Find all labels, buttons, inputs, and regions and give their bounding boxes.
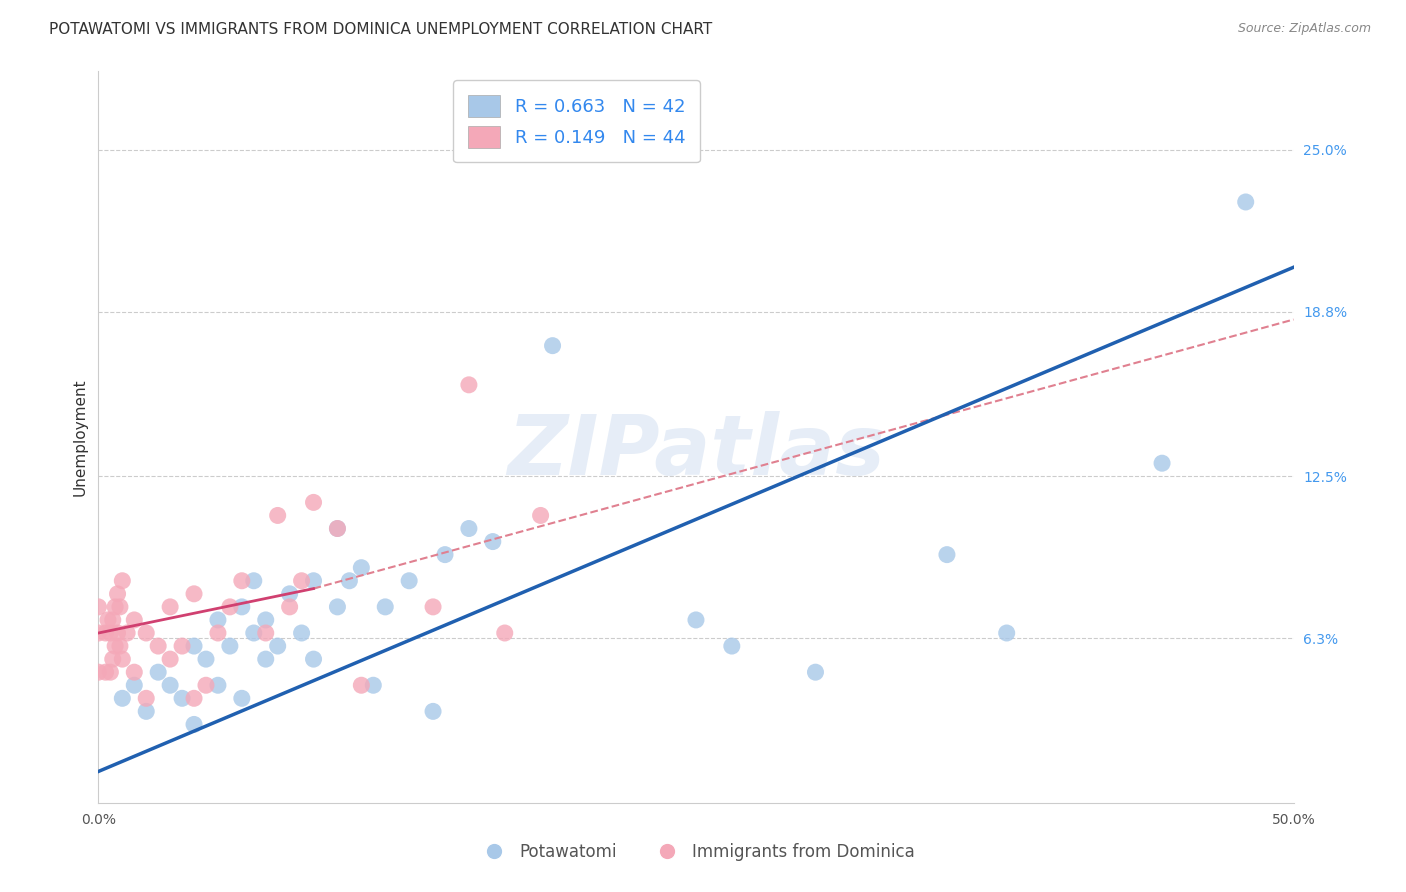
Point [101,613,124,627]
Point [183,587,205,601]
Point [111,574,134,588]
Point [363,678,385,692]
Text: POTAWATOMI VS IMMIGRANTS FROM DOMINICA UNEMPLOYMENT CORRELATION CHART: POTAWATOMI VS IMMIGRANTS FROM DOMINICA U… [49,22,713,37]
Point [94,626,117,640]
Point [195,678,218,692]
Y-axis label: Unemployment: Unemployment [72,378,87,496]
Point [87,665,110,680]
Point [111,691,134,706]
Point [326,521,349,535]
Point [231,599,253,614]
Point [107,587,129,601]
Point [98,626,122,640]
Legend: Potawatomi, Immigrants from Dominica: Potawatomi, Immigrants from Dominica [471,837,921,868]
Point [936,548,959,562]
Point [87,599,110,614]
Point [124,613,146,627]
Text: ZIPatlas: ZIPatlas [508,411,884,492]
Point [219,599,242,614]
Point [254,626,277,640]
Point [183,639,205,653]
Point [721,639,744,653]
Point [1234,194,1257,209]
Point [183,691,205,706]
Point [183,717,205,731]
Point [302,652,325,666]
Point [267,639,290,653]
Point [115,626,138,640]
Point [302,495,325,509]
Point [124,665,146,680]
Point [219,639,242,653]
Point [804,665,827,680]
Point [541,339,564,353]
Point [87,626,110,640]
Point [159,599,181,614]
Point [458,377,481,392]
Point [350,560,373,574]
Point [278,587,301,601]
Point [101,652,124,666]
Point [291,574,314,588]
Point [231,691,253,706]
Point [111,652,134,666]
Point [124,678,146,692]
Point [530,508,553,523]
Point [104,639,127,653]
Point [135,626,157,640]
Point [291,626,314,640]
Point [243,574,266,588]
Point [302,574,325,588]
Point [159,678,181,692]
Point [94,665,117,680]
Point [326,599,349,614]
Point [97,613,120,627]
Point [398,574,420,588]
Point [267,508,290,523]
Point [207,626,229,640]
Point [107,626,129,640]
Point [207,678,229,692]
Point [374,599,396,614]
Point [172,639,194,653]
Point [422,599,444,614]
Point [434,548,457,562]
Point [254,613,277,627]
Point [108,639,131,653]
Point [135,705,157,719]
Point [104,599,127,614]
Point [350,678,373,692]
Point [195,652,218,666]
Point [135,691,157,706]
Point [159,652,181,666]
Point [326,521,349,535]
Point [685,613,707,627]
Point [254,652,277,666]
Point [1152,456,1174,470]
Point [148,665,170,680]
Point [278,599,301,614]
Point [339,574,361,588]
Text: Source: ZipAtlas.com: Source: ZipAtlas.com [1237,22,1371,36]
Point [481,534,505,549]
Point [995,626,1018,640]
Point [207,613,229,627]
Point [231,574,253,588]
Point [148,639,170,653]
Point [98,665,122,680]
Point [494,626,516,640]
Point [108,599,131,614]
Point [458,521,481,535]
Point [422,705,444,719]
Point [243,626,266,640]
Point [172,691,194,706]
